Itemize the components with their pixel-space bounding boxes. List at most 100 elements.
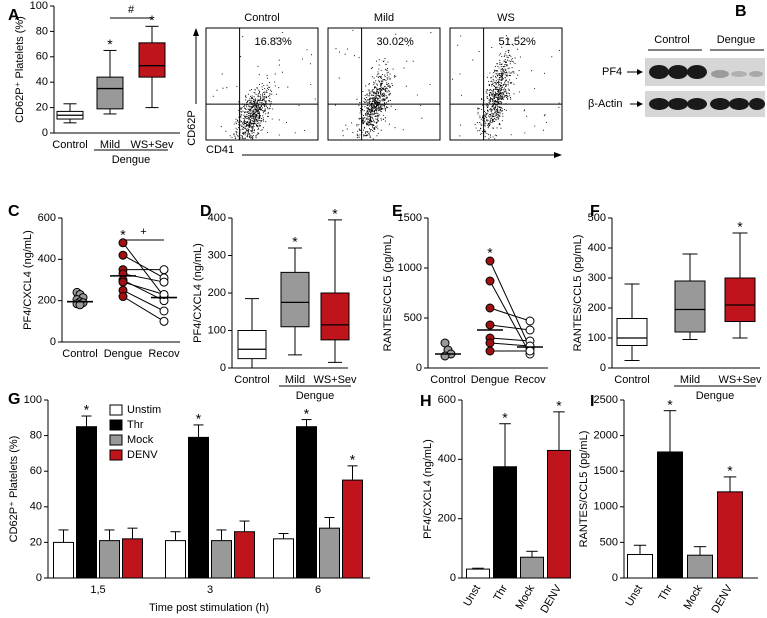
event-dot: [252, 105, 254, 107]
event-dot: [506, 56, 508, 58]
event-dot: [377, 93, 379, 95]
event-dot: [498, 67, 500, 69]
event-dot: [368, 111, 370, 113]
box: [280, 271, 310, 328]
significance-mark: *: [120, 227, 126, 243]
event-dot: [495, 73, 497, 75]
event-dot: [505, 69, 507, 71]
event-dot: [486, 96, 488, 98]
event-dot: [491, 77, 493, 79]
event-dot: [252, 136, 254, 138]
event-dot: [378, 102, 380, 104]
event-dot: [385, 95, 387, 97]
event-dot: [255, 137, 257, 139]
event-dot: [494, 99, 496, 101]
event-dot: [368, 93, 370, 95]
event-dot: [235, 131, 237, 133]
event-dot: [366, 124, 368, 126]
event-dot: [460, 94, 462, 96]
point: [485, 346, 495, 356]
event-dot: [380, 95, 382, 97]
event-dot: [244, 121, 246, 123]
event-dot: [498, 89, 500, 91]
event-dot: [511, 67, 513, 69]
event-dot: [509, 54, 511, 56]
bar: [319, 527, 340, 579]
event-dot: [240, 115, 242, 118]
event-dot: [356, 98, 358, 100]
event-dot: [372, 91, 374, 93]
legend-swatch: [109, 434, 123, 446]
event-dot: [247, 132, 249, 134]
event-dot: [365, 100, 367, 102]
event-dot: [250, 106, 252, 108]
event-dot: [356, 134, 358, 136]
event-dot: [510, 55, 512, 57]
event-dot: [220, 126, 222, 128]
x-tick-label: Recov: [148, 348, 180, 360]
event-dot: [382, 98, 384, 100]
event-dot: [263, 100, 266, 102]
event-dot: [261, 93, 264, 95]
event-dot: [235, 118, 237, 120]
event-dot: [245, 132, 247, 134]
event-dot: [490, 92, 492, 94]
event-dot: [496, 63, 498, 65]
event-dot: [259, 106, 261, 108]
event-dot: [378, 91, 380, 94]
event-dot: [379, 104, 381, 106]
event-dot: [383, 99, 385, 101]
event-dot: [496, 111, 498, 113]
event-dot: [366, 117, 368, 119]
event-dot: [254, 116, 256, 118]
event-dot: [261, 119, 263, 122]
event-dot: [310, 54, 313, 56]
event-dot: [373, 105, 375, 107]
event-dot: [499, 114, 501, 117]
event-dot: [373, 77, 375, 79]
event-dot: [242, 122, 244, 124]
bar: [122, 538, 143, 579]
event-dot: [236, 123, 238, 125]
event-dot: [502, 69, 504, 71]
event-dot: [378, 95, 380, 97]
event-dot: [268, 88, 270, 91]
x-tick-label: Thr: [656, 583, 675, 604]
event-dot: [383, 98, 385, 100]
event-dot: [249, 125, 251, 127]
event-dot: [387, 85, 389, 88]
event-dot: [259, 98, 261, 100]
event-dot: [231, 136, 233, 138]
event-dot: [499, 107, 501, 109]
event-dot: [263, 104, 265, 106]
event-dot: [509, 61, 512, 63]
event-dot: [511, 59, 513, 61]
event-dot: [512, 44, 514, 46]
event-dot: [233, 133, 235, 135]
y-tick-label: 400: [208, 212, 226, 224]
event-dot: [500, 76, 502, 79]
event-dot: [491, 110, 493, 112]
event-dot: [373, 112, 375, 114]
event-dot: [499, 72, 501, 74]
event-dot: [502, 72, 504, 74]
event-dot: [257, 126, 259, 128]
event-dot: [373, 130, 375, 133]
event-dot: [358, 129, 361, 131]
event-dot: [496, 71, 498, 73]
event-dot: [371, 107, 373, 109]
y-tick-label: 100: [24, 394, 42, 406]
event-dot: [250, 137, 252, 139]
event-dot: [499, 112, 501, 114]
event-dot: [366, 114, 368, 117]
event-dot: [490, 114, 492, 116]
y-tick-label: 20: [36, 102, 48, 114]
event-dot: [494, 70, 496, 72]
event-dot: [371, 125, 373, 127]
event-dot: [484, 121, 486, 123]
event-dot: [251, 114, 253, 116]
arrowhead: [193, 28, 199, 36]
event-dot: [236, 128, 238, 131]
event-dot: [364, 101, 366, 104]
event-dot: [298, 104, 300, 107]
